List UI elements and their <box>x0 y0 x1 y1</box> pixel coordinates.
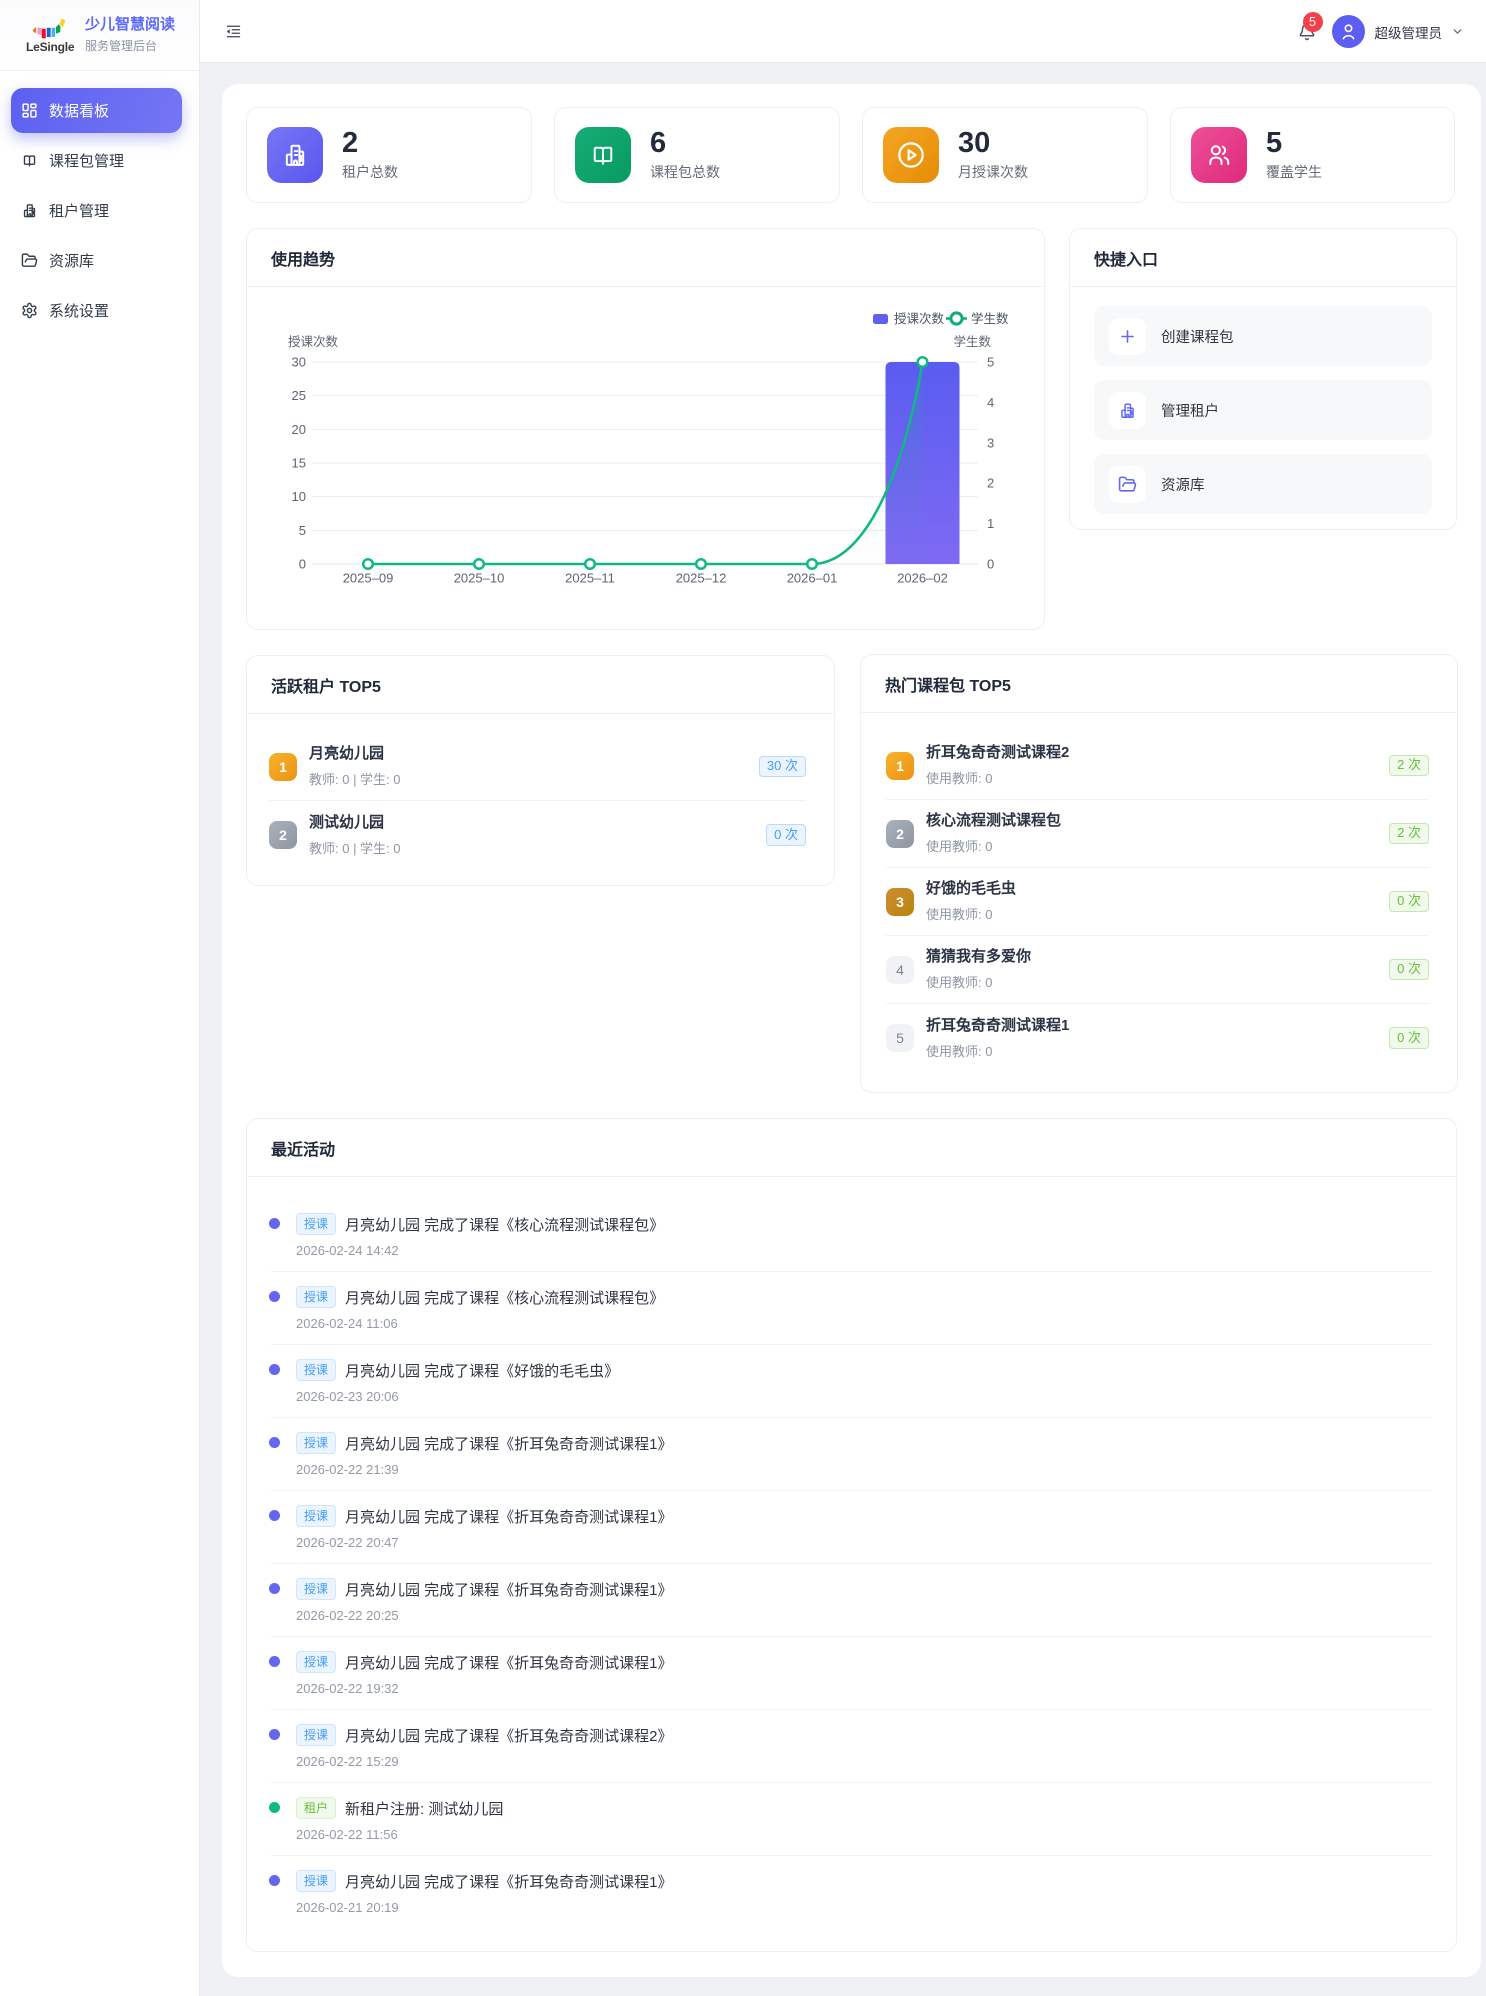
svg-text:10: 10 <box>292 489 306 504</box>
svg-text:30: 30 <box>292 355 306 370</box>
svg-text:2025–09: 2025–09 <box>343 571 394 586</box>
svg-text:2026–02: 2026–02 <box>897 571 948 586</box>
svg-text:2: 2 <box>987 476 994 491</box>
svg-text:5: 5 <box>299 523 306 538</box>
svg-text:2025–11: 2025–11 <box>565 571 615 586</box>
svg-text:学生数: 学生数 <box>953 334 991 349</box>
svg-text:0: 0 <box>299 557 306 572</box>
svg-text:20: 20 <box>292 422 306 437</box>
svg-text:25: 25 <box>292 388 306 403</box>
svg-text:2025–10: 2025–10 <box>454 571 505 586</box>
svg-text:2026–01: 2026–01 <box>787 571 838 586</box>
svg-text:4: 4 <box>987 395 994 410</box>
svg-text:2025–12: 2025–12 <box>676 571 727 586</box>
svg-text:0: 0 <box>987 557 994 572</box>
svg-text:学生数: 学生数 <box>971 311 1009 326</box>
svg-text:授课次数: 授课次数 <box>288 334 339 349</box>
svg-text:15: 15 <box>292 456 306 471</box>
svg-text:授课次数: 授课次数 <box>894 311 945 326</box>
svg-text:5: 5 <box>987 355 994 370</box>
svg-text:3: 3 <box>987 435 994 450</box>
svg-text:1: 1 <box>987 516 994 531</box>
